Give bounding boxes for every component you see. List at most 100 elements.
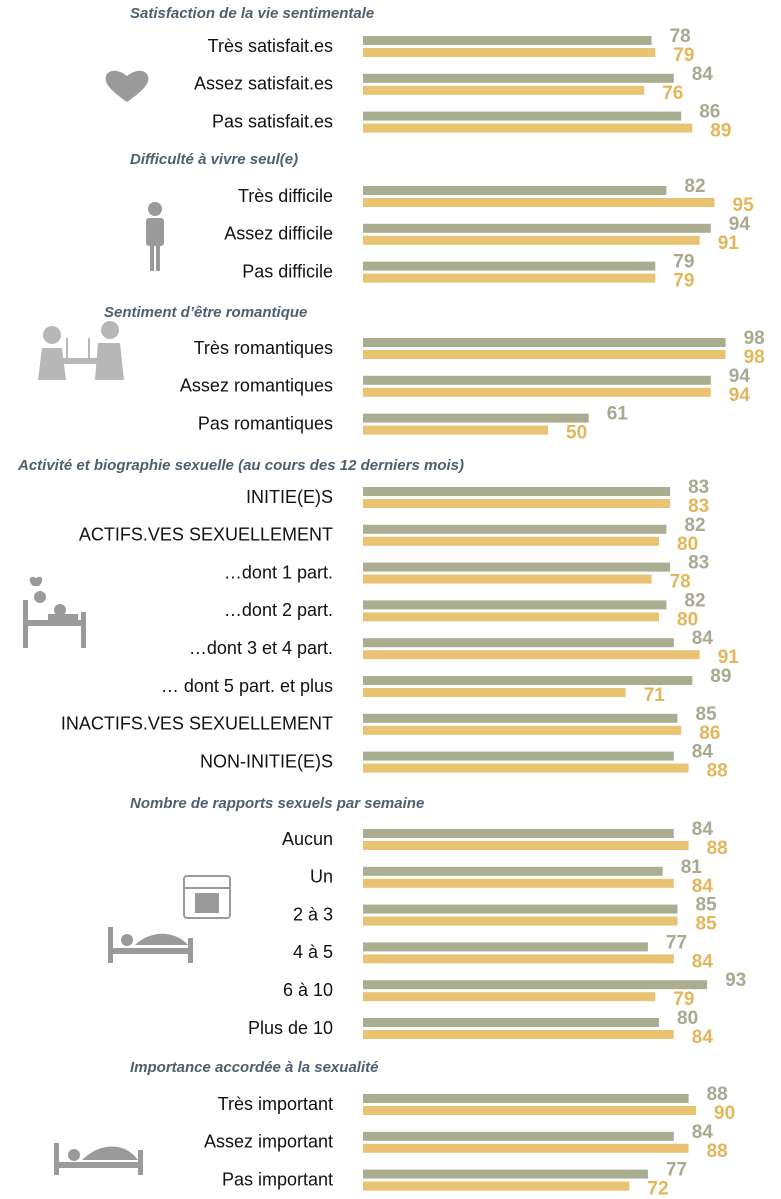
bar [363, 752, 674, 761]
bar [363, 376, 711, 385]
category-label: …dont 2 part. [224, 600, 333, 620]
bar [363, 992, 655, 1001]
category-label: Pas satisfait.es [212, 111, 333, 131]
value-label: 77 [666, 1160, 687, 1181]
value-label: 88 [707, 761, 728, 782]
category-label: Assez important [204, 1132, 333, 1152]
value-label: 83 [688, 477, 709, 498]
value-label: 82 [684, 515, 705, 536]
category-label: 4 à 5 [293, 942, 333, 962]
bar [363, 186, 666, 195]
bar [363, 841, 689, 850]
value-label: 84 [692, 951, 714, 972]
value-label: 84 [692, 1027, 714, 1048]
value-label: 84 [692, 742, 714, 763]
value-label: 71 [644, 685, 666, 706]
bar [363, 1030, 674, 1039]
category-label: Un [310, 867, 333, 887]
value-label: 88 [707, 838, 728, 859]
bar [363, 74, 674, 83]
value-label: 85 [696, 914, 718, 935]
value-label: 76 [662, 83, 683, 104]
romantic-icon [38, 321, 124, 380]
category-label: Très romantiques [194, 338, 333, 358]
value-label: 89 [710, 121, 731, 142]
bar [363, 224, 711, 233]
category-label: …dont 1 part. [224, 562, 333, 582]
section-title: Activité et biographie sexuelle (au cour… [17, 457, 464, 474]
bar [363, 86, 644, 95]
value-label: 91 [718, 233, 740, 254]
value-label: 84 [692, 64, 714, 85]
bar [363, 650, 700, 659]
bar [363, 274, 655, 283]
value-label: 84 [692, 628, 714, 649]
category-label: Pas important [222, 1169, 333, 1189]
value-label: 79 [673, 271, 694, 292]
bed-icon-1 [23, 577, 86, 648]
bar [363, 1094, 689, 1103]
bar [363, 879, 674, 888]
value-label: 80 [677, 1008, 698, 1029]
value-label: 88 [707, 1084, 728, 1105]
bar [363, 414, 589, 423]
bar [363, 124, 692, 133]
category-label: Pas romantiques [198, 413, 333, 433]
value-label: 90 [714, 1103, 735, 1124]
section-title: Difficulté à vivre seul(e) [130, 151, 298, 168]
section-title: Importance accordée à la sexualité [130, 1059, 378, 1076]
section-title: Sentiment d’être romantique [104, 304, 307, 321]
value-label: 82 [684, 590, 705, 611]
bar [363, 954, 674, 963]
value-label: 61 [607, 404, 629, 425]
infographic: Satisfaction de la vie sentimentaleTrès … [0, 0, 781, 1199]
bar [363, 499, 670, 508]
category-label: … dont 5 part. et plus [161, 676, 333, 696]
category-label: Plus de 10 [248, 1018, 333, 1038]
bar [363, 388, 711, 397]
bar [363, 942, 648, 951]
bar [363, 236, 700, 245]
value-label: 84 [692, 819, 714, 840]
category-label: INITIE(E)S [246, 487, 333, 507]
bar [363, 537, 659, 546]
category-label: Très difficile [238, 186, 333, 206]
value-label: 85 [696, 895, 718, 916]
calendar-icon [184, 876, 230, 918]
bar [363, 426, 548, 435]
value-label: 98 [744, 328, 765, 349]
value-label: 89 [710, 666, 731, 687]
bar [363, 726, 681, 735]
bar [363, 612, 659, 621]
bar [363, 829, 674, 838]
value-label: 85 [696, 704, 718, 725]
bar [363, 563, 670, 572]
category-label: INACTIFS.VES SEXUELLEMENT [61, 714, 333, 734]
bar [363, 525, 666, 534]
value-label: 86 [699, 102, 720, 123]
bar [363, 600, 666, 609]
value-label: 94 [729, 366, 751, 387]
category-label: …dont 3 et 4 part. [189, 638, 333, 658]
bar [363, 1170, 648, 1179]
category-label: Très important [218, 1094, 333, 1114]
value-label: 84 [692, 1122, 714, 1143]
bed-icon-3 [54, 1143, 143, 1175]
bar [363, 112, 681, 121]
bar [363, 338, 726, 347]
bar [363, 1132, 674, 1141]
value-label: 79 [673, 252, 694, 273]
category-label: Aucun [282, 829, 333, 849]
bar [363, 1106, 696, 1115]
category-label: Assez satisfait.es [194, 74, 333, 94]
heart-icon [106, 71, 149, 102]
bar [363, 638, 674, 647]
category-label: ACTIFS.VES SEXUELLEMENT [79, 525, 333, 545]
icons [23, 71, 230, 1175]
bar [363, 1018, 659, 1027]
bar [363, 487, 670, 496]
value-label: 94 [729, 214, 751, 235]
bar [363, 676, 692, 685]
value-label: 93 [725, 970, 746, 991]
bar [363, 1144, 689, 1153]
